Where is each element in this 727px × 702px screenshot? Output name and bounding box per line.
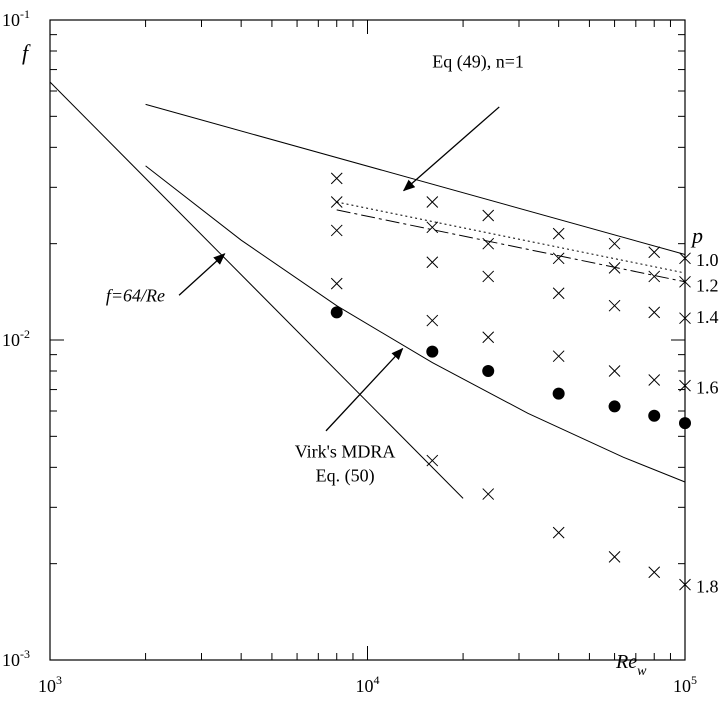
ann-eq49-arrow [402,106,500,192]
dot-marker [648,409,661,422]
cross-marker [648,270,661,283]
cross-marker [426,454,439,467]
ann-mdra-text: Virk's MDRA Eq. (50) [295,441,396,486]
curve-mdra [145,165,686,483]
cross-marker [330,277,343,290]
y-axis-label: f [22,40,31,65]
curves [49,81,686,499]
cross-marker [426,256,439,269]
dot-marker [679,417,691,430]
curve-p-1.0 [336,201,686,274]
cross-marker [608,262,621,274]
cross-marker [552,526,565,539]
dot-marker [482,365,495,378]
cross-marker [426,221,439,234]
cross-marker [482,488,495,500]
text-labels: 103 104 105 10-1 10-2 10-3 f Rew p1.0 1.2 1.4 1.6 1.… [2,7,719,696]
cross-marker [482,331,495,344]
cross-marker [330,224,343,237]
axis-ticks [50,20,685,660]
cross-marker [552,252,565,265]
cross-marker [426,196,439,208]
cross-marker [648,306,661,319]
x-tick-label: 103 [38,673,62,696]
cross-marker [552,227,565,240]
p-label: 1.2 [696,276,719,296]
ann-laminar-text: f=64/Re [106,285,165,305]
cross-marker [482,270,495,283]
y-tick-label: 10-2 [2,327,30,350]
cross-marker [679,275,691,288]
curve-p-1.2 [336,209,686,283]
cross-marker [679,252,691,265]
cross-marker [648,246,661,259]
cross-marker [608,299,621,312]
dot-marker [330,306,343,319]
p-label: 1.6 [696,378,719,398]
curve-laminar [49,81,464,499]
cross-marker [552,350,565,363]
cross-marker [679,312,691,325]
cross-marker [330,172,343,185]
ann-laminar-arrow [178,253,226,296]
cross-marker [608,365,621,377]
cross-marker [482,237,495,250]
p-label: 1.4 [696,307,719,327]
cross-marker [648,374,661,386]
p-header: p [690,223,703,248]
cross-marker [426,314,439,327]
ann-mdra-arrow [325,347,404,432]
cross-marker [679,379,691,392]
plot-frame [49,19,686,661]
cross-marker [679,578,691,591]
ann-eq49-text: Eq (49), n=1 [432,52,524,73]
y-tick-label: 10-1 [2,7,30,30]
p-label: 1.8 [696,576,719,596]
dot-marker [608,400,621,413]
x-axis-label: Rew [615,651,647,679]
cross-marker [330,196,343,208]
cross-marker [552,287,565,300]
curve-eq49 [145,103,686,255]
cross-marker [608,551,621,563]
cross-marker [608,237,621,250]
dot-marker [552,387,565,400]
x-tick-label: 105 [673,673,697,696]
cross-marker [648,566,661,579]
x-tick-label: 104 [356,673,380,696]
dot-marker [426,345,439,358]
data-markers [330,172,691,591]
y-tick-label: 10-3 [2,647,30,670]
p-label: 1.0 [696,250,719,270]
cross-marker [482,209,495,222]
